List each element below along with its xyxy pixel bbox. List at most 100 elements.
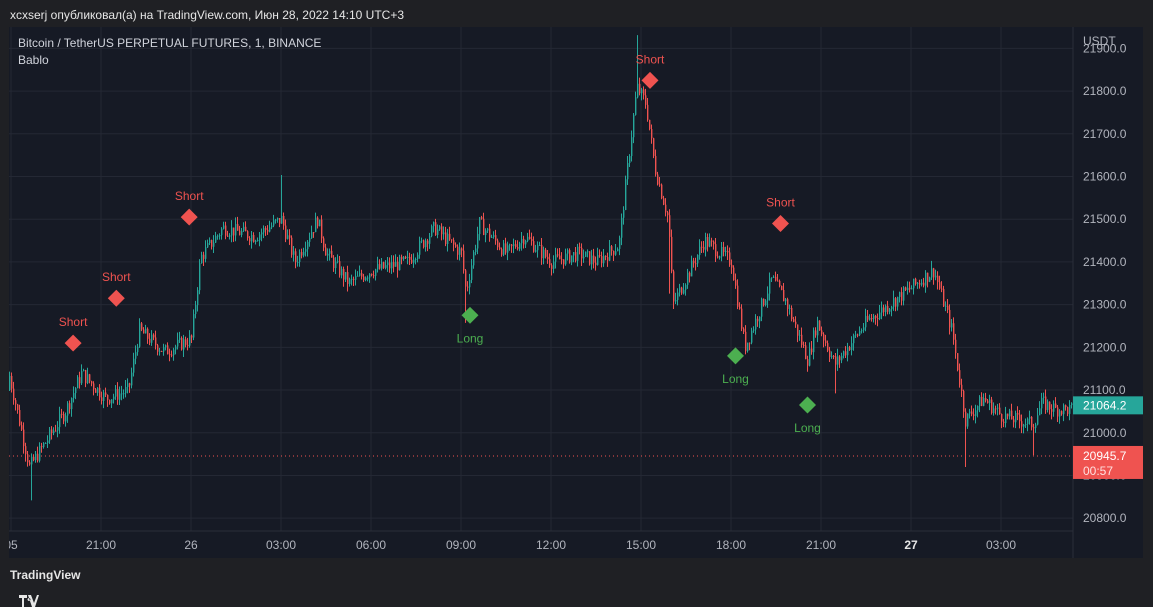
candle-body — [373, 275, 375, 277]
candle-body — [303, 251, 305, 256]
candle-body — [521, 238, 523, 244]
candle-body — [309, 238, 311, 242]
candle-body — [647, 104, 649, 120]
candle-body — [91, 381, 93, 384]
candle-body — [249, 238, 251, 242]
candle-body — [393, 262, 395, 267]
candle-body — [819, 320, 821, 331]
candle-body — [745, 331, 747, 352]
candle-body — [991, 399, 993, 414]
candle-body — [285, 225, 287, 239]
candle-body — [781, 286, 783, 290]
short-signal-marker[interactable] — [772, 214, 789, 232]
candle-body — [639, 83, 641, 94]
candle-body — [335, 261, 337, 269]
candle-body — [589, 251, 591, 265]
candle-body — [695, 263, 697, 265]
candle-body — [203, 254, 205, 259]
candle-body — [283, 215, 285, 226]
long-signal-marker[interactable] — [799, 396, 816, 414]
candle-body — [977, 406, 979, 411]
candle-body — [813, 330, 815, 353]
candle-body — [253, 235, 255, 242]
candle-body — [653, 138, 655, 156]
candle-body — [81, 371, 83, 384]
candle-body — [1051, 409, 1053, 412]
candle-body — [147, 328, 149, 339]
candle-body — [585, 251, 587, 257]
candle-body — [785, 299, 787, 302]
candle-body — [435, 222, 437, 235]
candle-body — [705, 237, 707, 250]
tradingview-logo-icon — [19, 595, 39, 607]
symbol-title[interactable]: Bitcoin / TetherUS PERPETUAL FUTURES, 1,… — [18, 36, 322, 50]
short-signal-marker[interactable] — [107, 289, 125, 307]
candle-body — [367, 277, 369, 279]
indicator-name[interactable]: Bablo — [18, 53, 49, 67]
candle-body — [887, 305, 889, 312]
candle-body — [467, 286, 469, 288]
candle-body — [603, 255, 605, 264]
candle-body — [613, 251, 615, 255]
candle-body — [263, 228, 265, 233]
candle-body — [257, 240, 259, 242]
brand-footer[interactable]: TradingView — [10, 568, 80, 607]
candle-body — [41, 445, 43, 447]
candle-body — [1017, 412, 1019, 415]
candle-body — [709, 240, 711, 247]
candle-body — [891, 306, 893, 310]
candle-body — [843, 351, 845, 356]
candle-body — [591, 255, 593, 265]
price-chart[interactable]: Short Short Short Long Short Long Short Long USD… — [9, 27, 1143, 558]
short-signal-marker[interactable] — [641, 71, 659, 89]
candle-body — [131, 372, 133, 386]
long-signal-marker[interactable] — [727, 347, 744, 365]
candle-body — [385, 265, 387, 268]
candle-body — [329, 250, 331, 254]
candle-body — [515, 244, 517, 248]
candle-body — [295, 251, 297, 263]
short-signal-marker[interactable] — [180, 208, 198, 226]
candle-body — [625, 179, 627, 210]
candle-body — [17, 404, 19, 410]
candle-body — [671, 236, 673, 272]
candle-body — [831, 356, 833, 358]
candle-body — [845, 351, 847, 356]
short-signal-marker[interactable] — [64, 334, 82, 352]
candle-body — [713, 241, 715, 245]
candle-body — [301, 252, 303, 256]
candle-body — [1049, 401, 1051, 410]
candle-body — [571, 255, 573, 263]
candle-body — [311, 232, 313, 239]
candle-body — [993, 408, 995, 414]
candle-body — [583, 256, 585, 259]
candle-body — [59, 413, 61, 428]
candle-body — [235, 223, 237, 236]
candle-body — [901, 292, 903, 301]
candle-body — [665, 204, 667, 213]
candle-body — [913, 278, 915, 289]
candle-body — [763, 298, 765, 306]
candle-body — [897, 296, 899, 307]
candle-body — [719, 256, 721, 258]
candle-body — [691, 260, 693, 277]
candle-body — [617, 248, 619, 252]
candle-body — [71, 398, 73, 410]
candle-body — [49, 429, 51, 441]
candle-body — [191, 335, 193, 338]
candle-body — [371, 273, 373, 276]
long-signal-marker[interactable] — [461, 306, 479, 324]
candle-body — [787, 299, 789, 310]
candle-body — [551, 265, 553, 269]
candle-body — [875, 315, 877, 319]
candle-body — [793, 319, 795, 322]
candle-body — [141, 323, 143, 330]
candle-body — [1015, 412, 1017, 423]
candle-body — [801, 334, 803, 345]
candle-body — [903, 287, 905, 301]
candle-body — [189, 335, 191, 346]
x-tick-label: 09:00 — [446, 538, 476, 552]
candle-body — [543, 249, 545, 259]
candle-body — [73, 393, 75, 399]
long-signal-label: Long — [794, 421, 821, 435]
